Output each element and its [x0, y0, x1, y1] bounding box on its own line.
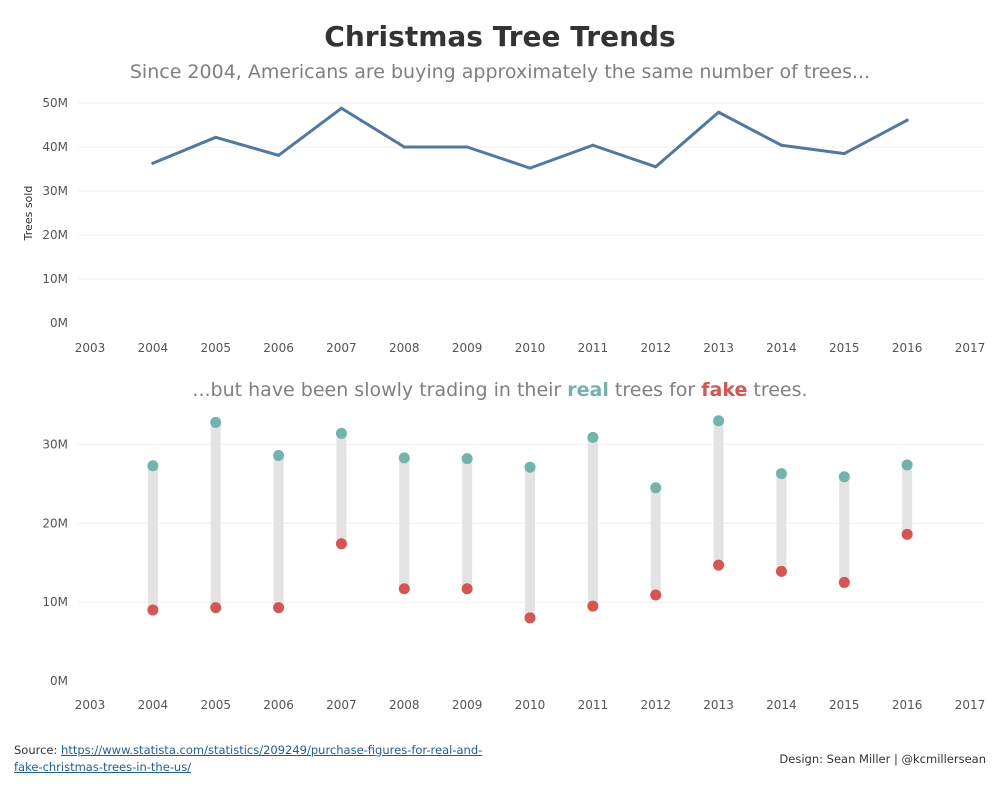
- fake-tree-point: [147, 604, 159, 616]
- line-point: [339, 106, 343, 110]
- fake-tree-point: [461, 583, 473, 595]
- line-point: [779, 143, 783, 147]
- real-tree-point: [398, 452, 410, 464]
- real-tree-point: [210, 416, 222, 428]
- line-point: [528, 166, 532, 170]
- x-tick-label: 2016: [892, 341, 923, 355]
- real-tree-point: [901, 459, 913, 471]
- x-tick-label: 2015: [829, 698, 860, 712]
- real-tree-point: [273, 449, 285, 461]
- x-tick-label: 2008: [389, 698, 420, 712]
- subtitle-real-word: real: [567, 379, 609, 401]
- line-point: [717, 110, 721, 114]
- real-tree-point: [147, 460, 159, 472]
- x-tick-label: 2009: [452, 698, 483, 712]
- x-tick-label: 2006: [263, 341, 294, 355]
- x-tick-label: 2010: [515, 341, 546, 355]
- line-point: [214, 135, 218, 139]
- x-tick-label: 2016: [892, 698, 923, 712]
- real-tree-point: [335, 427, 347, 439]
- line-point: [277, 153, 281, 157]
- fake-tree-point: [210, 602, 222, 614]
- source-link[interactable]: https://www.statista.com/statistics/2092…: [14, 743, 483, 774]
- real-tree-point: [838, 471, 850, 483]
- real-tree-point: [775, 468, 787, 480]
- x-tick-label: 2017: [955, 341, 986, 355]
- y-tick-label: 20M: [42, 228, 68, 242]
- source-label: Source:: [14, 743, 58, 757]
- y-tick-label: 0M: [50, 674, 68, 688]
- subtitle-prefix: ...but have been slowly trading in their: [192, 379, 568, 401]
- fake-tree-point: [901, 528, 913, 540]
- x-tick-label: 2004: [138, 341, 169, 355]
- line-chart-subtitle: Since 2004, Americans are buying approxi…: [129, 61, 871, 83]
- x-tick-label: 2005: [200, 341, 231, 355]
- x-tick-label: 2007: [326, 341, 357, 355]
- fake-tree-point: [650, 589, 662, 601]
- fake-tree-point: [775, 565, 787, 577]
- x-tick-label: 2014: [766, 341, 797, 355]
- x-tick-label: 2012: [640, 341, 671, 355]
- x-tick-label: 2011: [578, 698, 609, 712]
- line-point: [591, 143, 595, 147]
- y-tick-label: 20M: [42, 516, 68, 530]
- x-tick-label: 2017: [955, 698, 986, 712]
- fake-tree-point: [335, 538, 347, 550]
- real-tree-point: [524, 461, 536, 473]
- subtitle-fake-word: fake: [701, 379, 748, 401]
- real-vs-fake-dumbbell-chart: 0M 10M 20M 30M 2003 2004 2005 2006 2007 2008 2009 2…: [42, 415, 986, 712]
- x-tick-label: 2013: [703, 341, 734, 355]
- y-tick-label: 40M: [42, 140, 68, 154]
- x-tick-label: 2003: [75, 698, 106, 712]
- line-point: [402, 145, 406, 149]
- line-point: [842, 152, 846, 156]
- subtitle-middle: trees for: [608, 379, 702, 401]
- dumbbell-chart-subtitle: ...but have been slowly trading in their…: [0, 379, 1000, 401]
- chart-title: Christmas Tree Trends: [324, 20, 676, 53]
- y-axis-title: Trees sold: [22, 186, 35, 242]
- x-tick-label: 2015: [829, 341, 860, 355]
- real-tree-point: [713, 415, 725, 427]
- x-tick-label: 2011: [578, 341, 609, 355]
- x-tick-label: 2008: [389, 341, 420, 355]
- x-tick-label: 2013: [703, 698, 734, 712]
- x-tick-label: 2004: [138, 698, 169, 712]
- x-tick-label: 2007: [326, 698, 357, 712]
- fake-tree-point: [713, 559, 725, 571]
- y-tick-label: 50M: [42, 96, 68, 110]
- fake-tree-point: [838, 576, 850, 588]
- x-tick-label: 2012: [640, 698, 671, 712]
- real-tree-point: [461, 453, 473, 465]
- x-tick-label: 2009: [452, 341, 483, 355]
- real-tree-point: [587, 431, 599, 443]
- fake-tree-point: [273, 602, 285, 614]
- subtitle-suffix: trees.: [747, 379, 808, 401]
- fake-tree-point: [524, 612, 536, 624]
- fake-tree-point: [587, 600, 599, 612]
- line-point: [654, 165, 658, 169]
- design-credit: Design: Sean Miller | @kcmillersean: [779, 752, 986, 766]
- y-tick-label: 10M: [42, 272, 68, 286]
- line-point: [151, 161, 155, 165]
- real-tree-point: [650, 482, 662, 494]
- line-point: [465, 145, 469, 149]
- trees-sold-line-chart: 0M 10M 20M 30M 40M 50M 2003 2004 2005 2006 2007 200…: [22, 96, 986, 355]
- y-tick-label: 10M: [42, 595, 68, 609]
- x-tick-label: 2005: [200, 698, 231, 712]
- x-tick-label: 2006: [263, 698, 294, 712]
- y-tick-label: 30M: [42, 184, 68, 198]
- y-tick-label: 0M: [50, 316, 68, 330]
- fake-tree-point: [398, 583, 410, 595]
- x-tick-label: 2003: [75, 341, 106, 355]
- line-point: [905, 118, 909, 122]
- trees-sold-line: [151, 106, 909, 170]
- x-tick-label: 2014: [766, 698, 797, 712]
- y-tick-label: 30M: [42, 437, 68, 451]
- source-note: Source: https://www.statista.com/statist…: [14, 742, 484, 776]
- x-tick-label: 2010: [515, 698, 546, 712]
